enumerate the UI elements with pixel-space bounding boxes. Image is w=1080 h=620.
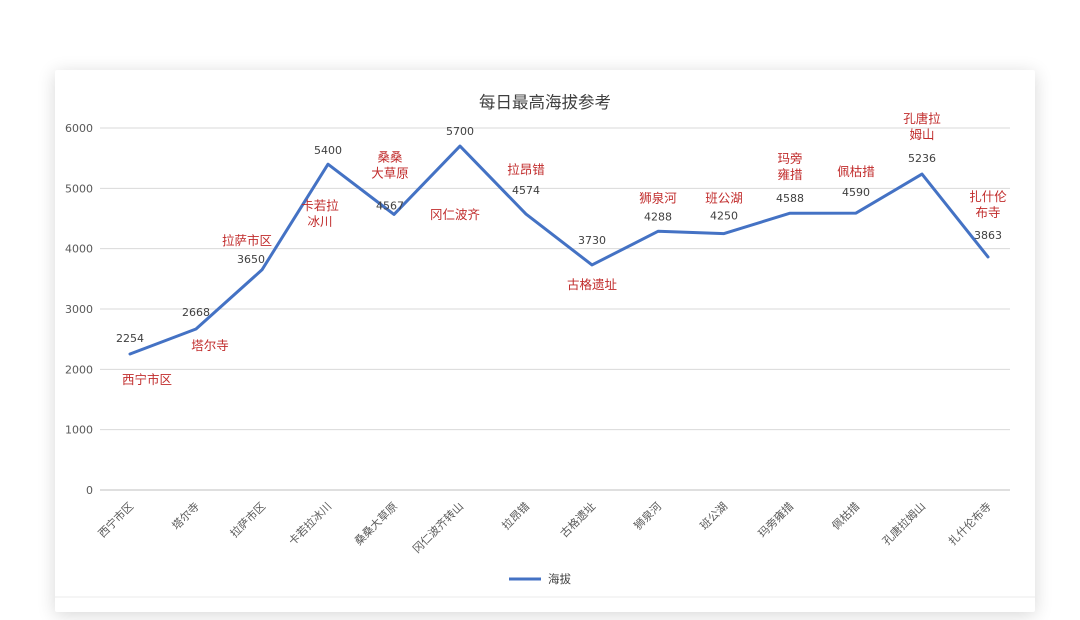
point-value-label: 5236 [908, 152, 936, 165]
chart-card: 每日最高海拔参考 0 1000 2000 3000 4000 5000 6000 西宁市区 塔尔… [55, 70, 1035, 612]
y-tick-label: 0 [86, 484, 93, 497]
legend: 海拔 [509, 572, 571, 586]
x-tick-label: 狮泉河 [631, 499, 664, 532]
point-annotation-label: 狮泉河 [639, 190, 677, 205]
point-value-label: 5700 [446, 125, 474, 138]
point-annotation-label: 布寺 [975, 205, 1000, 220]
point-annotation-label: 冰川 [307, 214, 332, 229]
x-tick-label: 卡若拉冰川 [285, 499, 334, 548]
point-value-label: 4574 [512, 184, 540, 197]
y-tick-label: 6000 [65, 122, 93, 135]
x-tick-label: 玛旁雍措 [755, 499, 796, 540]
y-tick-label: 5000 [65, 182, 93, 195]
x-tick-label: 孔唐拉姆山 [879, 499, 928, 548]
point-annotation-label: 孔唐拉 [903, 111, 941, 126]
x-tick-label: 桑桑大草原 [351, 499, 400, 548]
x-tick-label: 扎什伦布寺 [945, 499, 994, 548]
point-annotation-label: 大草原 [371, 165, 409, 180]
point-annotation-label: 班公湖 [705, 191, 743, 206]
y-tick-label: 4000 [65, 243, 93, 256]
point-annotation-label: 玛旁 [777, 151, 802, 166]
point-value-label: 3730 [578, 234, 606, 247]
point-annotation-label: 雍措 [777, 167, 802, 182]
point-value-label: 4288 [644, 210, 672, 223]
point-annotation-label: 古格遗址 [567, 277, 618, 292]
point-annotation-label: 桑桑 [377, 149, 403, 164]
point-annotation-label: 冈仁波齐 [430, 207, 481, 222]
altitude-series-line [128, 144, 990, 356]
x-tick-label: 佩枯措 [829, 499, 862, 532]
point-value-label: 3650 [237, 253, 265, 266]
x-tick-label: 班公湖 [698, 500, 731, 533]
point-value-label: 4590 [842, 186, 870, 199]
y-tick-label: 2000 [65, 363, 93, 376]
point-value-label: 5400 [314, 144, 342, 157]
x-tick-label: 塔尔寺 [170, 500, 203, 533]
point-value-label: 2668 [182, 306, 210, 319]
x-tick-label: 拉萨市区 [227, 499, 268, 540]
point-annotation-label: 佩枯措 [837, 164, 875, 179]
x-tick-label: 冈仁波齐转山 [410, 499, 467, 556]
point-annotation-label: 西宁市区 [122, 372, 172, 387]
point-value-label: 4588 [776, 192, 804, 205]
y-tick-label: 3000 [65, 303, 93, 316]
x-tick-label: 拉昂错 [499, 499, 532, 532]
point-annotation-label: 扎什伦 [969, 189, 1007, 204]
point-value-label: 2254 [116, 332, 144, 345]
point-value-label: 4250 [710, 210, 738, 223]
point-value-label: 4567 [376, 199, 404, 212]
chart-title: 每日最高海拔参考 [479, 93, 611, 112]
point-value-label: 3863 [974, 229, 1002, 242]
point-annotation-label: 卡若拉 [301, 198, 339, 213]
legend-label: 海拔 [548, 572, 571, 586]
point-annotation-label: 塔尔寺 [191, 338, 229, 353]
x-tick-label: 古格遗址 [557, 499, 598, 540]
x-tick-label: 西宁市区 [95, 499, 136, 540]
point-annotation-label: 拉昂错 [507, 162, 545, 177]
point-annotation-label: 姆山 [909, 127, 934, 142]
point-annotation-label: 拉萨市区 [222, 233, 272, 248]
y-tick-label: 1000 [65, 424, 93, 437]
